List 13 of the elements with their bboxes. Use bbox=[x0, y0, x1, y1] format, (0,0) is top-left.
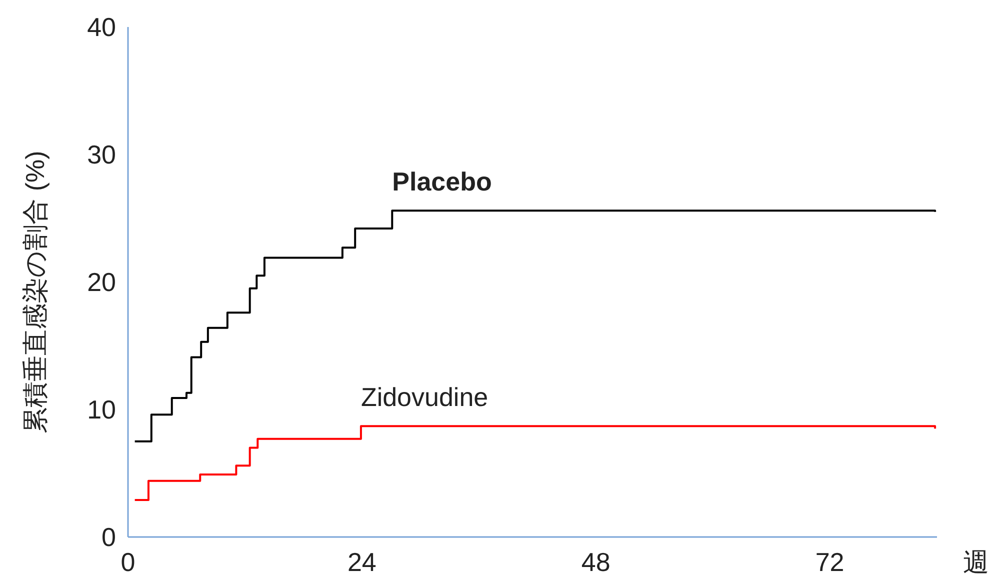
series-label: Placebo bbox=[392, 166, 492, 197]
y-axis-title: 累積垂直感染の割合 (%) bbox=[20, 150, 50, 434]
x-tick-label: 72 bbox=[815, 547, 844, 577]
y-tick-label: 10 bbox=[87, 394, 116, 425]
y-tick-label: 40 bbox=[87, 12, 116, 42]
y-tick-label: 0 bbox=[102, 522, 116, 552]
x-axis-title: 週 bbox=[963, 547, 989, 577]
x-tick-label: 0 bbox=[120, 547, 136, 577]
y-tick-label: 20 bbox=[87, 267, 116, 298]
x-tick-label: 48 bbox=[581, 547, 610, 577]
series-label: Zidovudine bbox=[360, 382, 488, 412]
x-tick-label: 24 bbox=[347, 547, 376, 577]
y-tick-label: 30 bbox=[87, 140, 116, 170]
